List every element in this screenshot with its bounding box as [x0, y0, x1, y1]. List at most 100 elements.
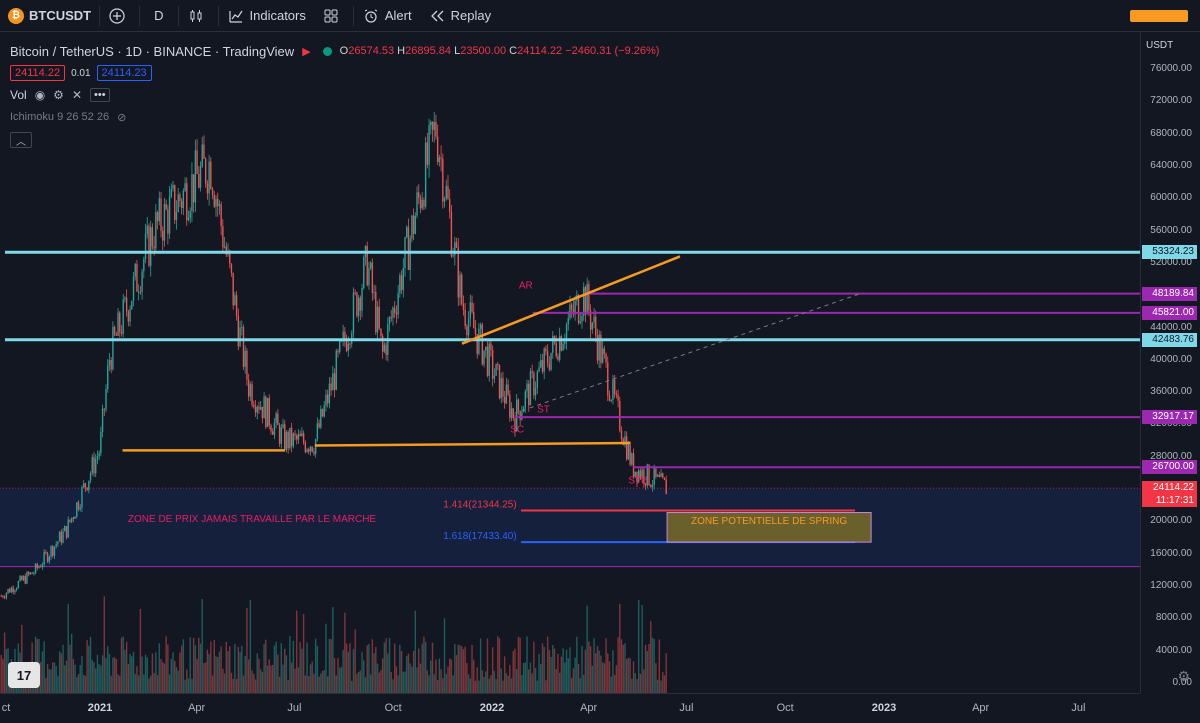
volume-bar: [151, 653, 154, 693]
more-icon[interactable]: •••: [90, 88, 110, 102]
volume-bar: [289, 636, 291, 693]
volume-bar: [402, 671, 404, 693]
sell-price-button[interactable]: 24114.22: [10, 65, 66, 81]
volume-bar: [64, 665, 66, 693]
legend-ohlc: O26574.53 H26895.84 L23500.00 C24114.22 …: [340, 45, 660, 57]
candle-body: [192, 174, 195, 203]
price-axis[interactable]: USDT 76000.00 72000.00 68000.00 64000.00 600…: [1140, 32, 1200, 693]
currency-label[interactable]: USDT: [1146, 40, 1174, 51]
volume-bar: [131, 656, 133, 693]
candle-body: [17, 581, 20, 589]
time-tick: 2023: [871, 702, 897, 714]
settings-icon[interactable]: ⚙: [53, 88, 64, 102]
volume-bar: [638, 600, 640, 693]
candle-body: [149, 227, 152, 266]
volume-bar: [95, 668, 97, 693]
buy-price-button[interactable]: 24114.23: [96, 65, 152, 81]
open-value: 26574.53: [348, 45, 395, 57]
dashed-trend-line[interactable]: [514, 293, 861, 414]
indicators-button[interactable]: Indicators: [219, 0, 314, 32]
candle-body: [660, 473, 662, 478]
volume-bar: [595, 653, 597, 693]
candle-body: [373, 292, 375, 294]
replay-label: Replay: [450, 8, 492, 23]
templates-button[interactable]: [314, 0, 353, 32]
candle-body: [308, 449, 310, 452]
volume-bar: [488, 678, 490, 693]
eye-off-icon[interactable]: ⊘: [117, 111, 127, 124]
price-chart[interactable]: AR SC ST STB 1.414(21344.25) 1.618(17433.40) Z…: [0, 32, 1140, 693]
volume-bar: [612, 650, 614, 693]
candle-body: [503, 396, 506, 404]
volume-bar: [622, 644, 624, 693]
resistance-line[interactable]: [461, 255, 681, 345]
support-line-2[interactable]: [314, 441, 631, 447]
candle-body: [127, 311, 130, 322]
candle-body: [481, 324, 484, 365]
volume-bar: [72, 658, 75, 693]
volume-bar: [541, 643, 544, 693]
candle-body: [256, 406, 258, 413]
candle-body: [347, 343, 350, 351]
volume-bar: [86, 640, 88, 693]
candle-body: [610, 399, 612, 401]
candle-body: [131, 300, 133, 310]
gear-icon[interactable]: ⚙: [1177, 668, 1190, 684]
volume-bar: [584, 649, 587, 693]
candle-body: [333, 373, 336, 390]
chart-pane[interactable]: AR SC ST STB 1.414(21344.25) 1.618(17433.40) Z…: [0, 32, 1140, 693]
zone-spring-label: ZONE POTENTIELLE DE SPRING: [691, 516, 847, 527]
candle-body: [34, 563, 37, 574]
symbol-selector[interactable]: ₿ BTCUSDT: [0, 0, 99, 32]
volume-bar: [406, 656, 408, 693]
volume-bar: [242, 675, 245, 693]
bitcoin-icon: ₿: [8, 7, 24, 24]
volume-bar: [120, 637, 123, 693]
zones-layer: [0, 487, 1140, 568]
candle-body: [570, 304, 573, 310]
volume-bar: [270, 665, 272, 693]
candles-icon: [187, 7, 205, 25]
volume-bar: [172, 652, 174, 693]
spring-zone[interactable]: [666, 512, 872, 543]
volume-bar: [390, 672, 392, 693]
close-icon[interactable]: ✕: [71, 88, 82, 102]
candle-body: [117, 312, 119, 336]
zone-unworked-label: ZONE DE PRIX JAMAIS TRAVAILLE PAR LE MAR…: [128, 514, 377, 525]
time-axis[interactable]: ct 2021 Apr Jul Oct 2022 Apr Jul Oct 2023 Apr Jul: [0, 693, 1140, 723]
volume-bar: [418, 648, 420, 693]
collapse-legend-button[interactable]: ︿: [10, 132, 32, 148]
volume-bar: [533, 641, 535, 693]
level-label-48189: 48189.84: [1142, 286, 1197, 301]
alert-button[interactable]: Alert: [354, 0, 420, 32]
volume-bar: [296, 610, 298, 693]
unworked-price-zone[interactable]: [0, 488, 1140, 567]
add-symbol-button[interactable]: [100, 0, 139, 32]
label-ar: AR: [519, 281, 533, 292]
volume-bar: [69, 644, 71, 693]
price-tick: 52000.00: [1150, 256, 1192, 268]
tradingview-logo-icon: 17: [16, 667, 32, 683]
interval-selector[interactable]: D: [154, 8, 164, 23]
candle-body: [268, 397, 270, 426]
candle-body: [48, 556, 51, 562]
eye-icon[interactable]: ◉: [34, 88, 46, 102]
candle-body: [560, 336, 563, 351]
volume-bar: [651, 637, 654, 693]
volume-bar: [122, 636, 124, 693]
flag-icon[interactable]: ▶: [302, 45, 311, 58]
candle-body: [457, 247, 459, 298]
volume-bar: [517, 636, 520, 693]
candle-body: [565, 324, 568, 342]
candle-body: [211, 188, 214, 196]
chart-type-button[interactable]: [179, 0, 218, 32]
chart-legend: Bitcoin / TetherUS · 1D · BINANCE · Trad…: [10, 40, 659, 148]
publish-button[interactable]: [1130, 9, 1188, 22]
volume-bar: [74, 664, 76, 693]
volume-bar: [184, 679, 186, 693]
candle-body: [144, 233, 147, 260]
replay-button[interactable]: Replay: [420, 0, 499, 32]
volume-bar: [62, 644, 64, 693]
tradingview-logo[interactable]: 17: [8, 662, 40, 688]
candle-body: [98, 453, 100, 457]
